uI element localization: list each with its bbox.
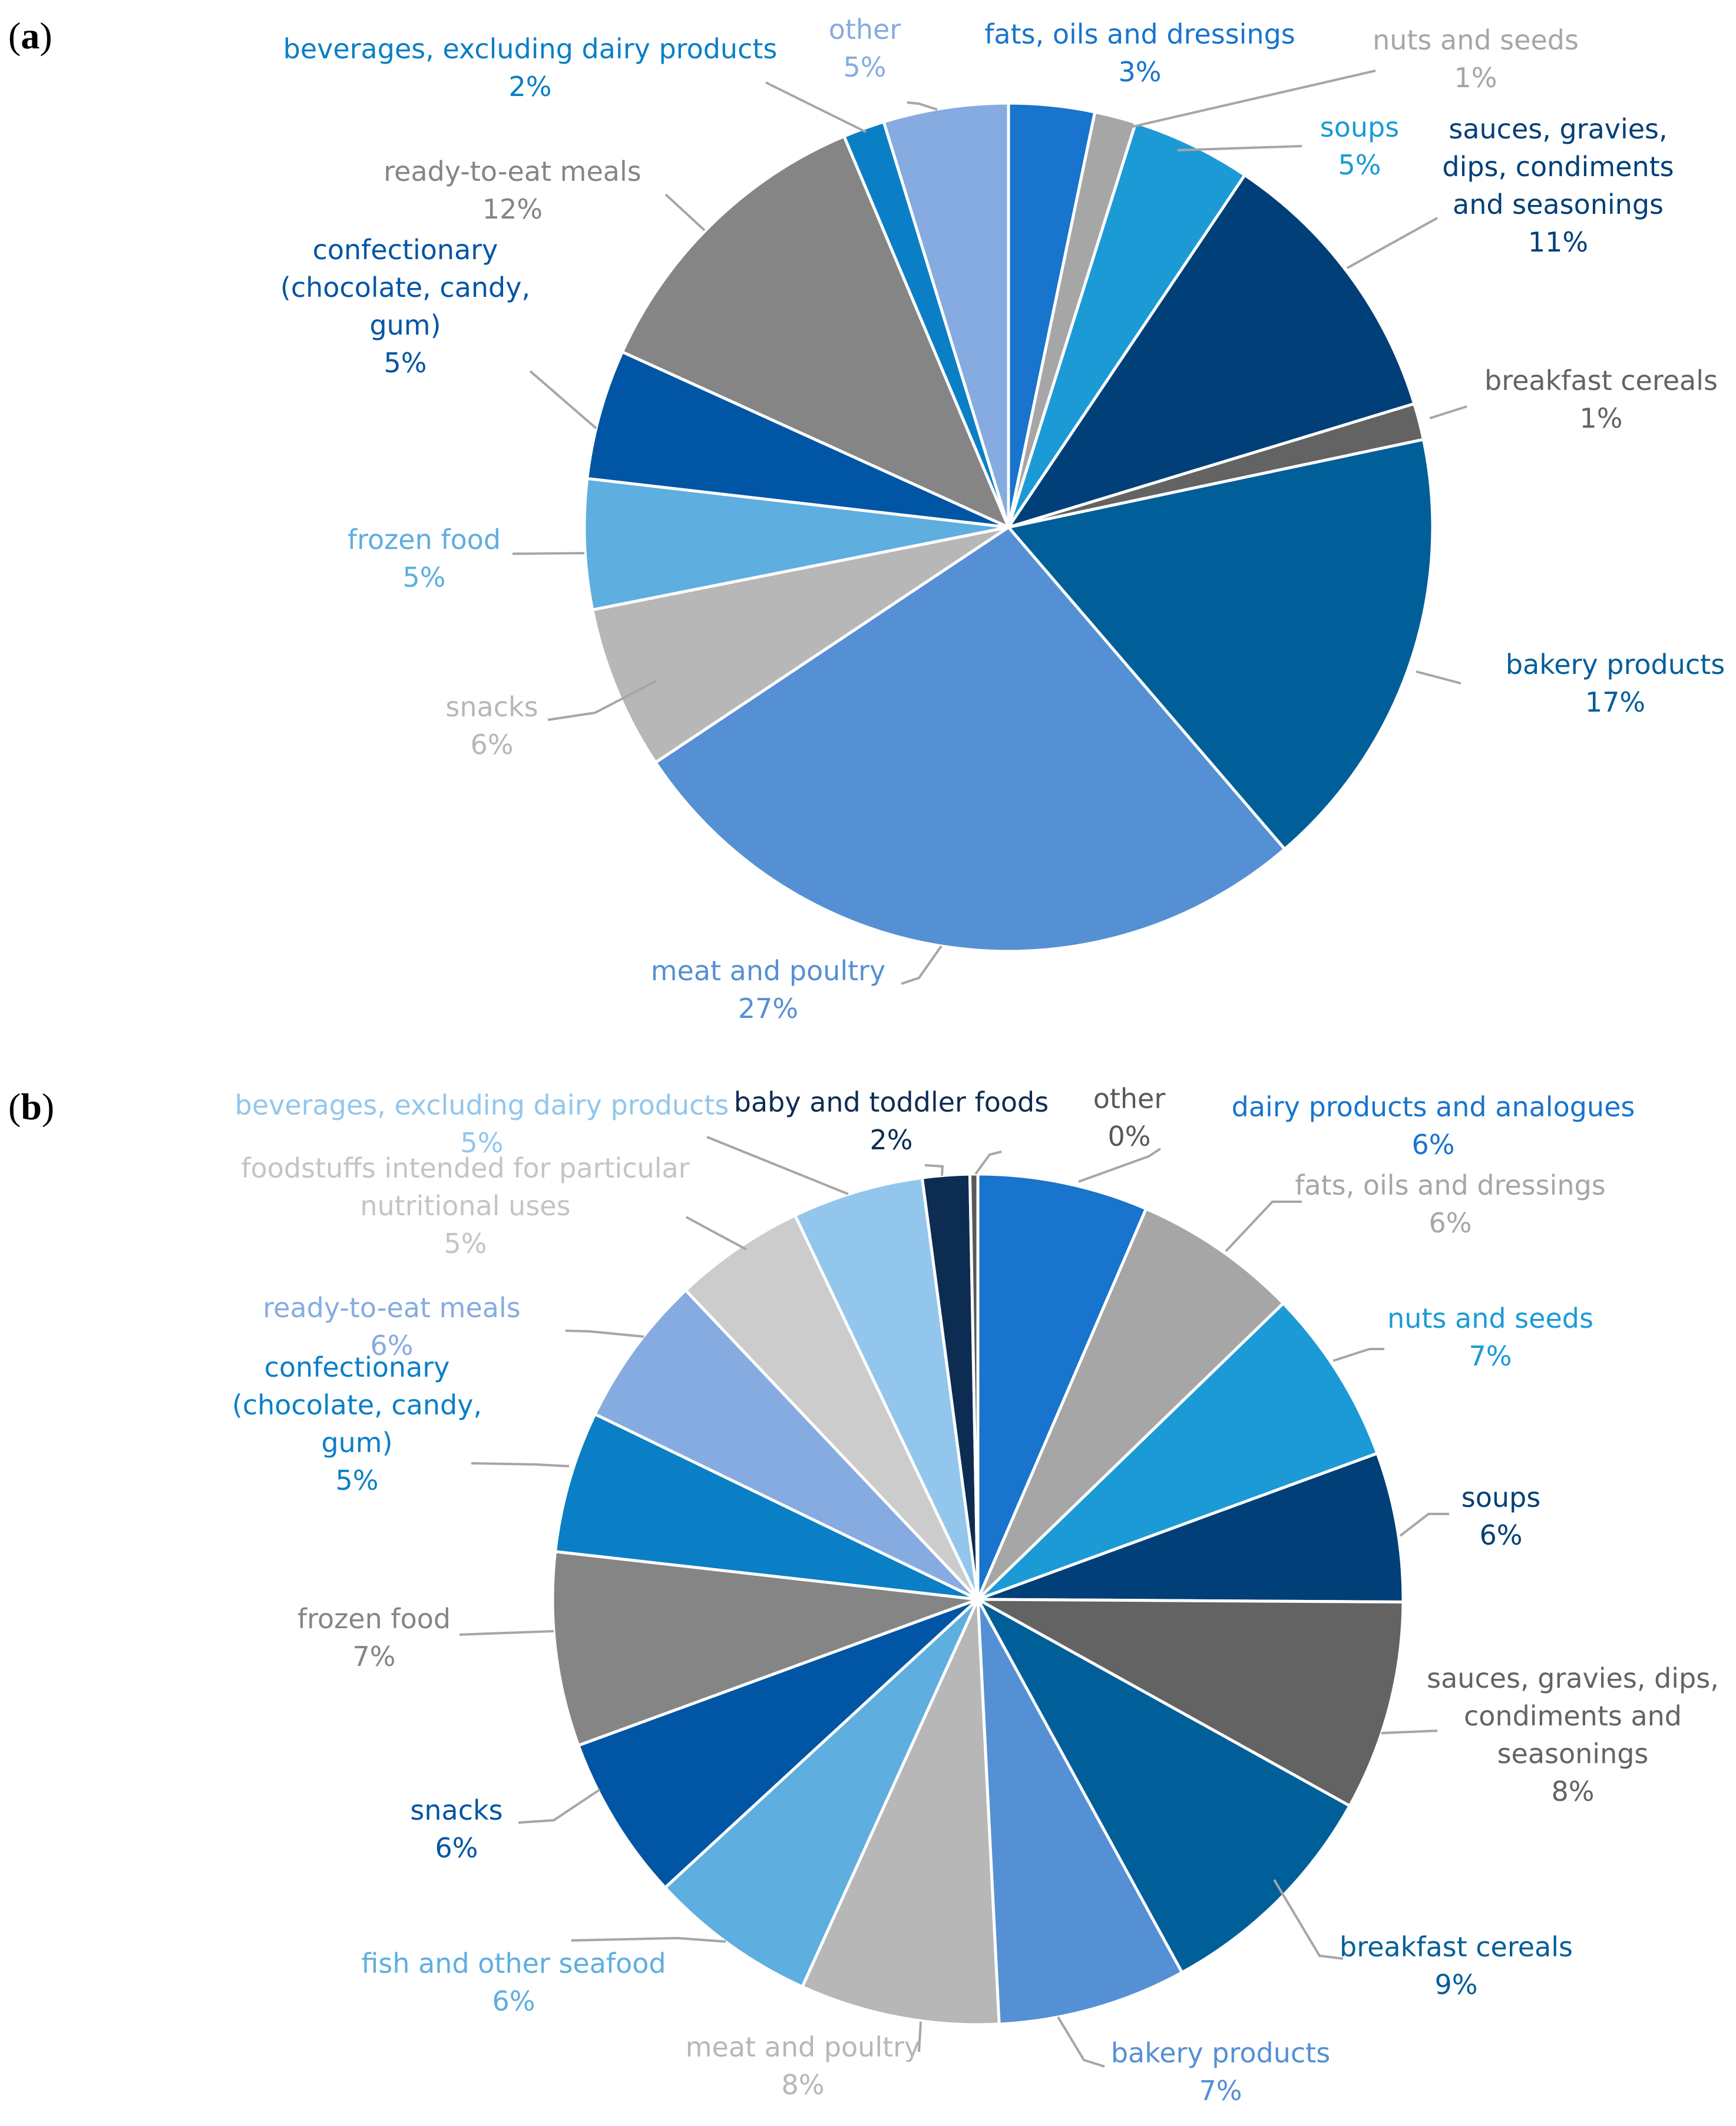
leader-line-snacks (547, 680, 657, 721)
data-label-beverages-excluding-dairy-products: beverages, excluding dairy products 5% (235, 1089, 729, 1159)
pie-chart-a: (a) fats, oils and dressings 3% nuts and se… (8, 14, 1725, 1024)
data-label-breakfast-cereals: breakfast cereals 9% (1340, 1931, 1573, 2001)
leader-line-soups (1399, 1513, 1449, 1537)
leader-line-other (974, 1150, 1002, 1175)
data-label-dairy-products-and-analogues: dairy products and analogues 6% (1232, 1091, 1635, 1160)
data-label-meat-and-poultry: meat and poultry 27% (651, 955, 886, 1024)
leader-line-ready-to-eat-meals (565, 1330, 644, 1338)
data-label-frozen-food: frozen food 7% (297, 1603, 451, 1672)
data-label-bakery-products: bakery products 7% (1111, 2037, 1330, 2107)
pie-slice-bakery-products (1006, 438, 1434, 851)
leader-line-meat-and-poultry (918, 2021, 922, 2052)
leader-line-meat-and-poultry (901, 945, 943, 985)
data-label-fish-and-other-seafood: fish and other seafood 6% (361, 1948, 666, 2017)
data-label-fats-oils-and-dressings: fats, oils and dressings 6% (1295, 1169, 1606, 1239)
pie-slice-other (882, 101, 1010, 528)
data-label-baby-and-toddler-foods: baby and toddler foods 2% (734, 1086, 1049, 1156)
pie-slice-confectionary-chocolate-candy-gum (585, 350, 1010, 529)
data-label-snacks: snacks 6% (410, 1794, 502, 1864)
pie-slice-sauces-gravies-dips-condiments-and-seasonings (977, 1598, 1405, 1808)
pie-slice-ready-to-eat-meals (593, 1288, 979, 1601)
leader-line-snacks (518, 1788, 601, 1824)
data-label-ready-to-eat-meals: ready-to-eat meals 12% (383, 156, 641, 225)
pie-slice-snacks (590, 525, 1010, 765)
leader-line-beverages-excluding-dairy-products (706, 1136, 849, 1195)
leader-line-breakfast-cereals (1429, 405, 1467, 419)
data-label-confectionary-chocolate-candy-gum: confectionary (chocolate, candy, gum) 5% (280, 234, 530, 379)
panel-label-a: (a) (8, 15, 52, 57)
pie-slice-foodstuffs-intended-for-particular-nutritional-uses (683, 1213, 980, 1601)
data-label-soups: soups 5% (1320, 111, 1399, 181)
data-label-beverages-excluding-dairy-products: beverages, excluding dairy products 2% (283, 33, 778, 103)
data-label-sauces-gravies-dips-condiments-and-seasonings: sauces, gravies, dips, condiments and seas… (1442, 113, 1674, 258)
data-label-fats-oils-and-dressings: fats, oils and dressings 3% (984, 18, 1295, 88)
leader-line-soups (1177, 145, 1302, 151)
data-label-bakery-products: bakery products 17% (1506, 649, 1725, 718)
pie-slice-fats-oils-and-dressings (976, 1206, 1285, 1601)
leader-line-bakery-products (1057, 2016, 1105, 2068)
leader-line-breakfast-cereals (1273, 1879, 1344, 1960)
pie-slice-frozen-food (551, 1550, 978, 1748)
pie-slice-sauces-gravies-dips-condiments-and-seasonings (1005, 173, 1416, 530)
pie-slice-dairy-products-and-analogues (976, 1172, 1148, 1600)
leader-line-sauces-gravies-dips-condiments-and-seasonings (1347, 217, 1438, 269)
data-label-breakfast-cereals: breakfast cereals 1% (1484, 365, 1718, 434)
leader-line-frozen-food (459, 1630, 554, 1636)
leader-line-dairy-products-and-analogues (1078, 1148, 1162, 1183)
leader-line-ready-to-eat-meals (664, 193, 706, 232)
pie-slice-bakery-products (976, 1598, 1184, 2026)
leader-line-fish-and-other-seafood (571, 1936, 726, 1943)
pie-slice-ready-to-eat-meals (620, 134, 1011, 530)
pie-slice-meat-and-poultry (653, 525, 1287, 953)
data-label-sauces-gravies-dips-condiments-and-seasonings: sauces, gravies, dips, condiments and seas… (1427, 1662, 1719, 1807)
pie-slice-snacks (576, 1598, 979, 1890)
data-label-ready-to-eat-meals: ready-to-eat meals 6% (263, 1292, 520, 1361)
data-label-nuts-and-seeds: nuts and seeds 1% (1373, 24, 1579, 94)
data-label-other: other 0% (1093, 1083, 1166, 1152)
leader-line-sauces-gravies-dips-condiments-and-seasonings (1381, 1730, 1438, 1734)
data-label-other: other 5% (829, 14, 901, 83)
pie-slice-breakfast-cereals (974, 1595, 1352, 1975)
data-label-foodstuffs-intended-for-particular-nutritional-uses: foodstuffs intended for particular nutrit… (241, 1152, 689, 1259)
pie-slice-frozen-food (583, 477, 1009, 612)
data-label-confectionary-chocolate-candy-gum: confectionary (chocolate, candy, gum) 5% (232, 1351, 482, 1496)
pie-chart-b: (b) dairy products and analogues 6% fats, o… (8, 1083, 1719, 2107)
pie-slice-fish-and-other-seafood (663, 1598, 980, 1989)
pie-slice-nuts-and-seeds (977, 1301, 1380, 1601)
data-label-meat-and-poultry: meat and poultry 8% (686, 2031, 921, 2101)
data-label-soups: soups 6% (1461, 1482, 1540, 1551)
leader-line-nuts-and-seeds (1112, 70, 1376, 133)
leader-line-nuts-and-seeds (1332, 1348, 1384, 1362)
pie-slice-soups (977, 1451, 1405, 1604)
pie-slice-confectionary-chocolate-candy-gum (553, 1412, 979, 1601)
data-label-snacks: snacks 6% (445, 691, 538, 761)
leader-line-confectionary-chocolate-candy-gum (529, 370, 597, 429)
leader-line-frozen-food (512, 552, 585, 555)
panel-label-b: (b) (8, 1086, 54, 1128)
leader-line-foodstuffs-intended-for-particular-nutritional-uses (686, 1216, 747, 1251)
pie-slice-beverages-excluding-dairy-products (793, 1176, 980, 1601)
pie-slice-meat-and-poultry (800, 1598, 1001, 2026)
leader-line-fats-oils-and-dressings (1225, 1201, 1302, 1252)
leader-line-confectionary-chocolate-candy-gum (471, 1462, 570, 1467)
leader-line-other (907, 101, 938, 111)
leader-line-beverages-excluding-dairy-products (765, 81, 867, 133)
leader-line-bakery-products (1416, 670, 1461, 685)
data-label-nuts-and-seeds: nuts and seeds 7% (1387, 1302, 1593, 1372)
data-label-frozen-food: frozen food 5% (348, 524, 501, 593)
pie-slice-other (968, 1172, 980, 1600)
leader-line-baby-and-toddler-foods (924, 1164, 944, 1176)
